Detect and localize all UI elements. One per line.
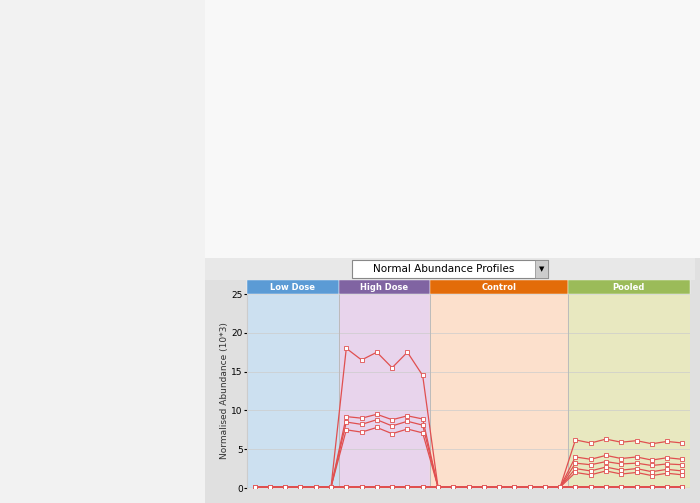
Text: Low Dose: Low Dose — [270, 283, 315, 292]
Text: High Dose: High Dose — [360, 283, 409, 292]
Y-axis label: Normalised Abundance (10*3): Normalised Abundance (10*3) — [220, 322, 229, 459]
Bar — [247, 294, 339, 488]
Text: Pooled: Pooled — [612, 283, 645, 292]
Text: Control: Control — [482, 283, 517, 292]
Bar — [430, 294, 568, 488]
Text: Normal Abundance Profiles: Normal Abundance Profiles — [373, 264, 514, 274]
Bar — [568, 294, 690, 488]
Bar — [339, 294, 430, 488]
Text: ▼: ▼ — [539, 266, 545, 272]
